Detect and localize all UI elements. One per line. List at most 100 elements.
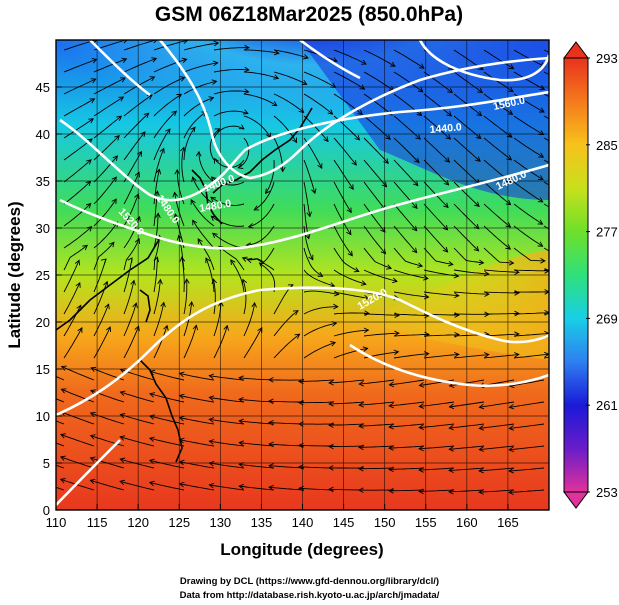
streamline-arrow (303, 54, 309, 60)
streamline-arrow (443, 179, 450, 186)
streamline-arrow (484, 271, 490, 277)
streamline (93, 176, 117, 205)
streamline (393, 247, 423, 267)
streamline (149, 482, 185, 491)
streamline (484, 312, 520, 315)
contour-west (89, 40, 151, 97)
streamline (183, 279, 188, 315)
streamline-arrow (360, 59, 367, 65)
streamline-arrow (475, 133, 482, 140)
streamline-arrow (208, 417, 215, 423)
streamline-arrow (268, 398, 274, 405)
streamline-arrow (208, 460, 215, 467)
contour-1520 (56, 286, 549, 417)
y-tick-label: 40 (36, 127, 50, 142)
x-tick-label: 145 (333, 515, 355, 530)
streamline-arrow (119, 457, 126, 463)
streamline (509, 467, 545, 472)
streamline-arrow (539, 84, 546, 90)
streamline (93, 58, 127, 73)
streamline (93, 258, 107, 293)
streamline-arrow (423, 351, 430, 357)
streamline-arrow (305, 233, 311, 240)
streamline-arrow (380, 227, 386, 233)
streamline-arrow (191, 176, 197, 183)
streamline (363, 71, 394, 91)
streamline (56, 420, 65, 425)
streamline (63, 282, 81, 315)
streamline (363, 247, 392, 269)
streamline-arrow (184, 278, 190, 284)
streamline-arrow (298, 442, 304, 449)
streamline (483, 291, 519, 294)
streamline-arrow (179, 256, 186, 262)
streamline (298, 466, 335, 469)
streamline-arrow (333, 303, 339, 310)
streamline-arrow (292, 310, 299, 316)
streamline-arrow (208, 373, 215, 380)
streamline-arrow (454, 312, 460, 318)
contour-1320 (418, 40, 549, 82)
x-tick-label: 115 (87, 515, 108, 530)
streamline-arrow (59, 455, 66, 461)
streamline (453, 71, 483, 93)
streamline (513, 225, 543, 247)
streamline (333, 137, 357, 166)
streamline-arrow (244, 66, 250, 73)
streamline-arrow (484, 352, 490, 358)
streamline (153, 128, 171, 161)
streamline (509, 445, 545, 451)
streamline-arrow (448, 446, 454, 452)
streamline (449, 467, 485, 471)
streamline (273, 49, 309, 59)
streamline (509, 423, 545, 429)
streamline-arrow (348, 184, 354, 190)
streamline (183, 325, 197, 359)
streamline-arrow (120, 77, 126, 83)
streamline (333, 247, 360, 272)
streamline-arrow (364, 310, 370, 317)
streamline (209, 462, 245, 469)
streamline-arrow (268, 484, 274, 491)
streamline-arrow (418, 403, 425, 409)
streamline-arrow (214, 157, 219, 164)
streamline (453, 181, 480, 207)
streamline (197, 238, 215, 271)
streamline (363, 313, 400, 316)
streamline-arrow (192, 219, 198, 226)
streamline (303, 322, 337, 337)
streamline-arrow (31, 478, 36, 483)
x-tick-label: 110 (46, 515, 67, 530)
streamline-arrow (148, 436, 155, 442)
streamline (333, 93, 363, 115)
china-coastline (56, 237, 161, 331)
streamline (329, 379, 365, 384)
streamline (303, 225, 314, 260)
streamline-arrow (59, 478, 66, 484)
streamline (483, 225, 511, 250)
streamline (192, 220, 215, 249)
streamline-arrow (537, 219, 544, 225)
streamline-arrow (213, 40, 220, 47)
streamline (453, 115, 482, 139)
streamline (453, 203, 480, 230)
streamline-arrow (544, 268, 549, 274)
streamline (388, 467, 425, 470)
streamline-arrow (358, 465, 364, 472)
streamline (453, 269, 489, 275)
x-tick-label: 150 (374, 515, 396, 530)
streamline (483, 333, 519, 337)
streamline-arrow (388, 488, 394, 494)
streamline (153, 257, 158, 293)
streamline-arrow (135, 215, 141, 222)
streamline-arrow (317, 163, 323, 170)
streamline-arrow (508, 64, 515, 70)
streamline-arrow (537, 241, 544, 247)
streamline-arrow (544, 309, 549, 316)
streamline-arrow (265, 188, 271, 195)
streamline (209, 418, 245, 425)
streamline (333, 181, 352, 213)
y-tick-label: 35 (36, 174, 50, 189)
streamline-arrow (394, 312, 400, 319)
streamline-arrow (298, 399, 304, 406)
